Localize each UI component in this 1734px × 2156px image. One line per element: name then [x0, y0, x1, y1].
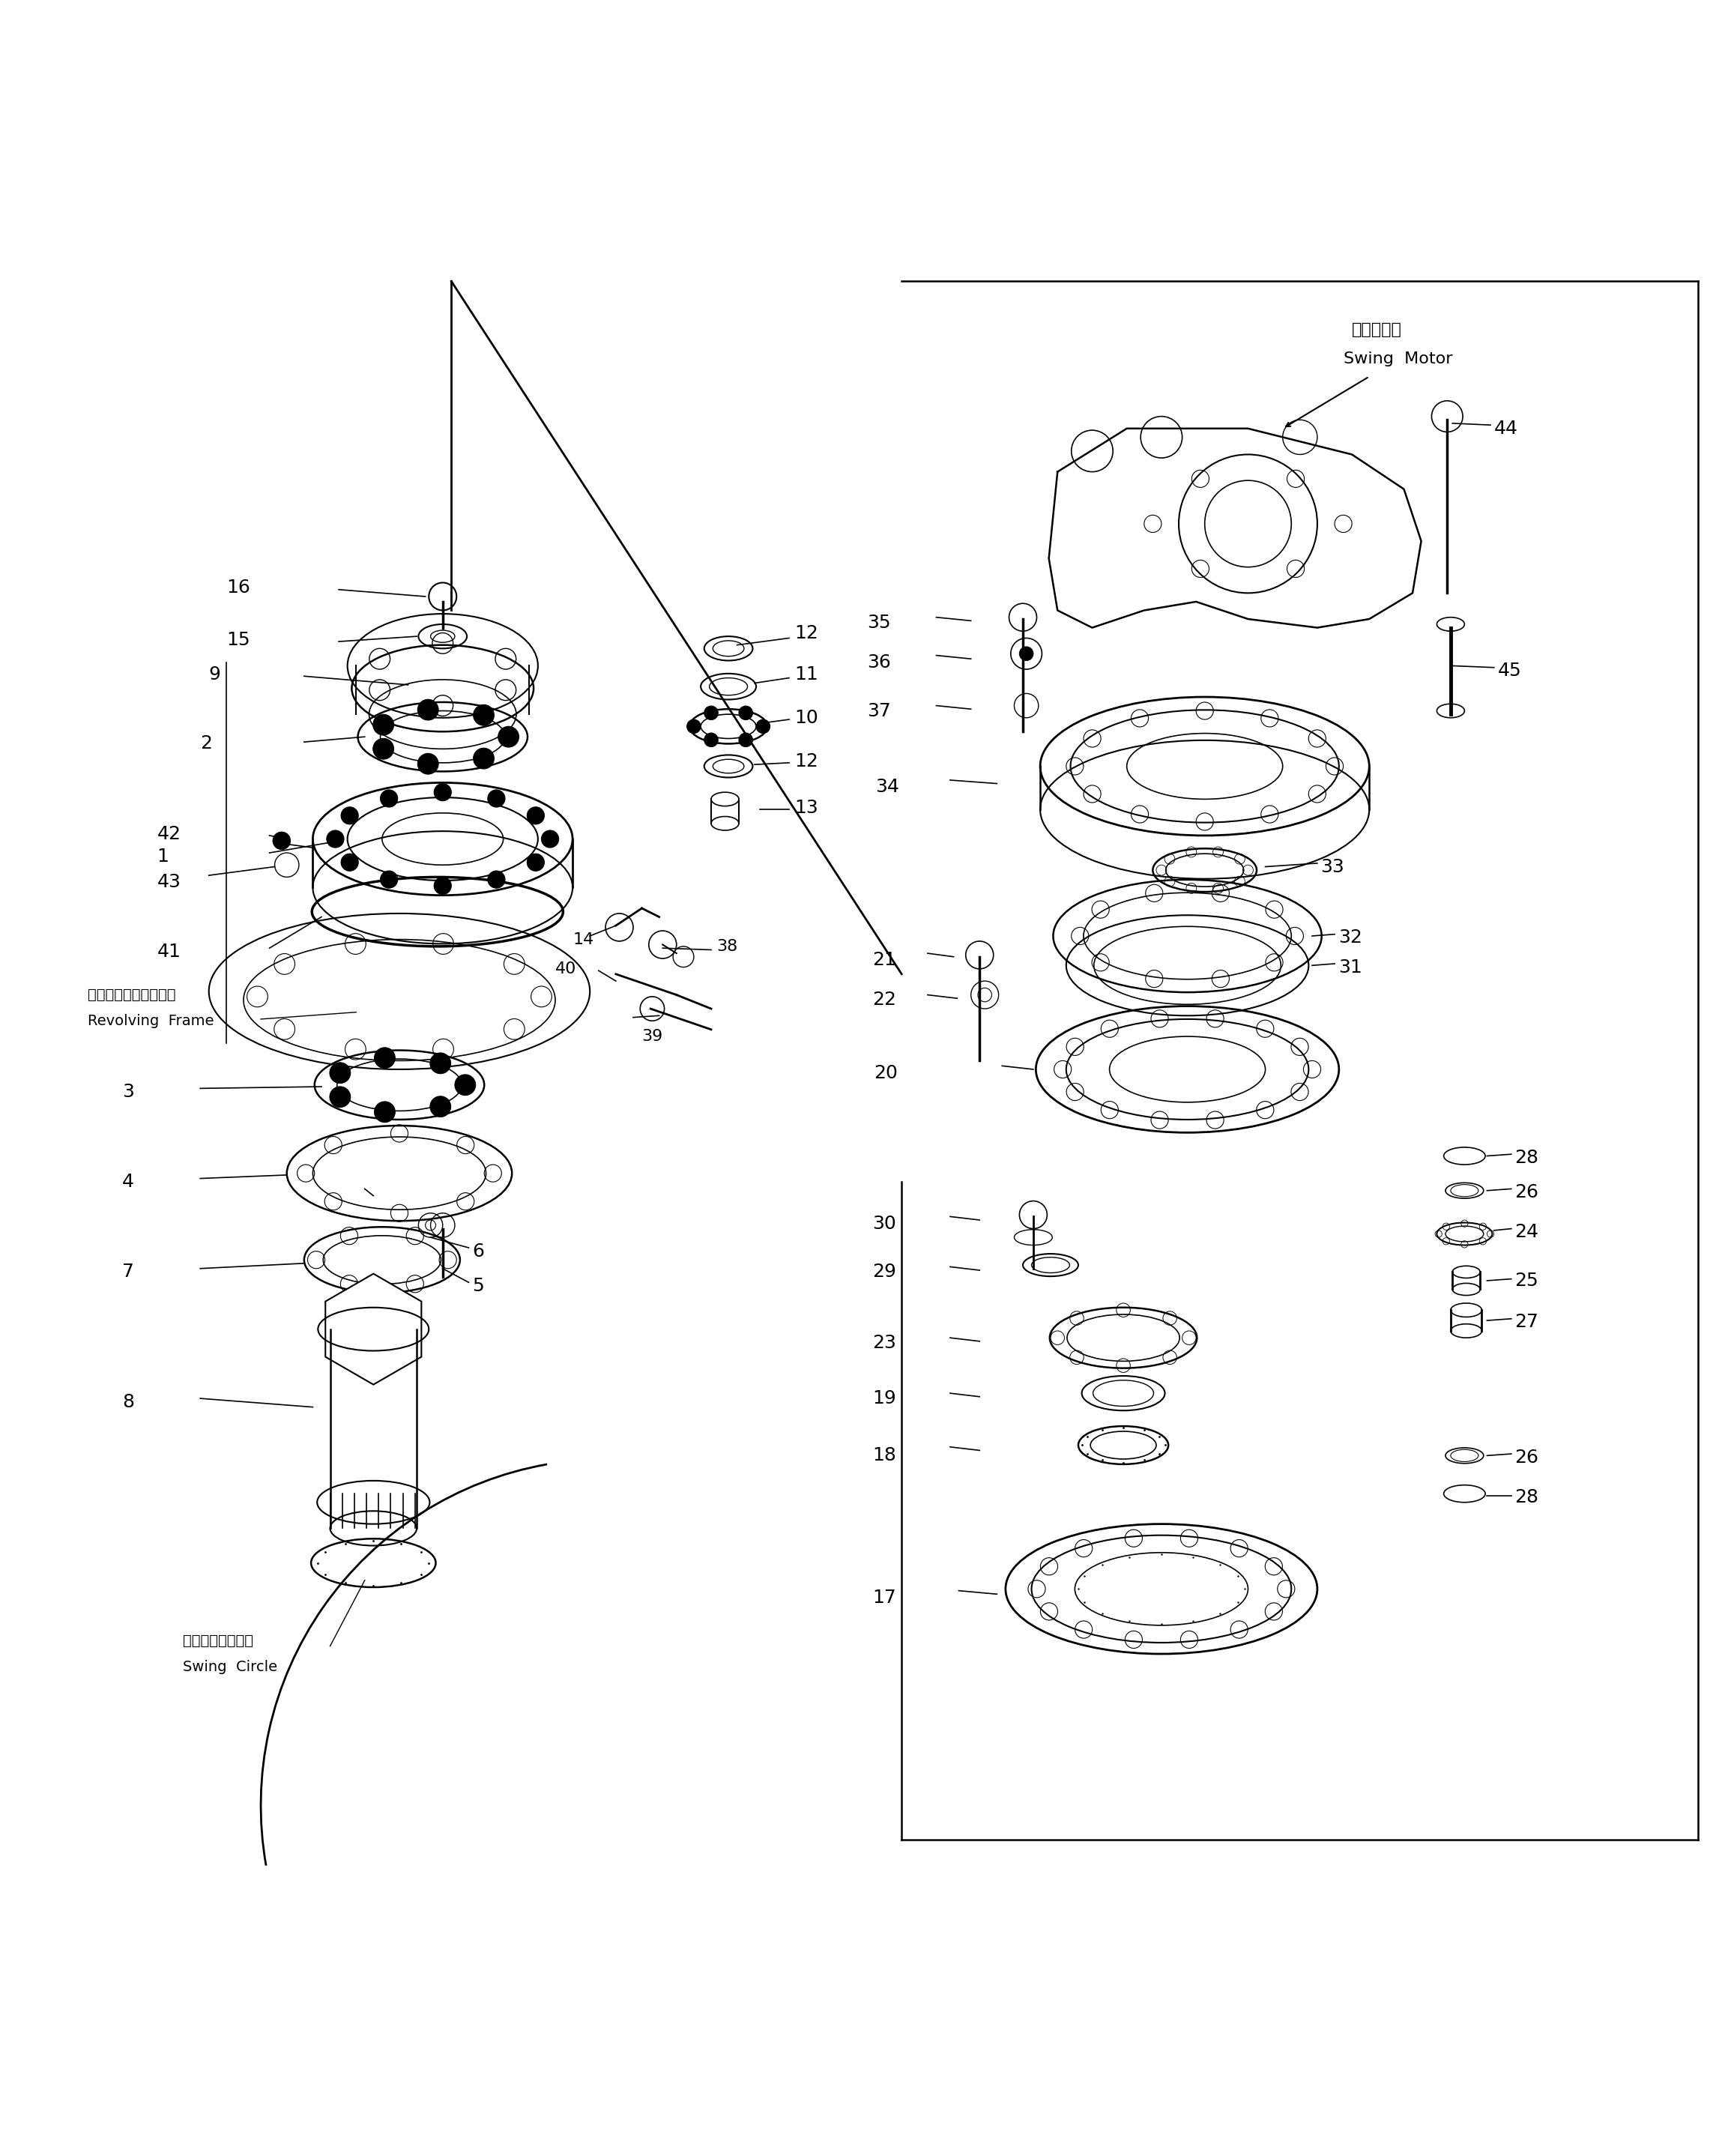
Text: 28: 28	[1516, 1488, 1538, 1507]
Circle shape	[704, 733, 718, 746]
Text: 43: 43	[156, 873, 180, 890]
Text: 20: 20	[874, 1063, 898, 1082]
Text: 9: 9	[208, 666, 220, 683]
Text: 23: 23	[872, 1335, 896, 1352]
Text: 39: 39	[642, 1028, 662, 1044]
Circle shape	[375, 1102, 395, 1123]
Text: 33: 33	[1321, 858, 1344, 875]
Text: 19: 19	[872, 1388, 896, 1408]
Circle shape	[756, 720, 770, 733]
Text: 26: 26	[1516, 1184, 1538, 1201]
Circle shape	[329, 1087, 350, 1108]
Text: 5: 5	[472, 1276, 484, 1296]
Circle shape	[454, 1074, 475, 1095]
Circle shape	[329, 1063, 350, 1082]
Text: 22: 22	[872, 992, 896, 1009]
Text: 16: 16	[225, 578, 250, 597]
Circle shape	[473, 748, 494, 770]
Text: 38: 38	[716, 938, 737, 953]
Text: 42: 42	[156, 826, 180, 843]
Circle shape	[739, 705, 753, 720]
Text: Swing  Motor: Swing Motor	[1344, 351, 1453, 367]
Text: 6: 6	[472, 1242, 484, 1261]
Text: レボルビングフレーム: レボルビングフレーム	[88, 987, 175, 1003]
Text: 41: 41	[156, 942, 180, 962]
Circle shape	[541, 830, 558, 847]
Text: 旋回モータ: 旋回モータ	[1353, 321, 1403, 336]
Text: 32: 32	[1339, 929, 1361, 946]
Circle shape	[342, 854, 359, 871]
Text: 2: 2	[199, 735, 212, 752]
Text: スイングサークル: スイングサークル	[182, 1634, 253, 1647]
Text: 34: 34	[876, 778, 900, 796]
Text: 18: 18	[872, 1447, 896, 1464]
Text: 27: 27	[1516, 1313, 1538, 1330]
Text: 8: 8	[123, 1393, 134, 1410]
Text: 30: 30	[872, 1214, 896, 1233]
Circle shape	[704, 705, 718, 720]
Text: 31: 31	[1339, 957, 1361, 977]
Circle shape	[739, 733, 753, 746]
Circle shape	[373, 714, 394, 735]
Circle shape	[430, 1095, 451, 1117]
Circle shape	[687, 720, 701, 733]
Text: 35: 35	[867, 614, 891, 632]
Circle shape	[434, 877, 451, 895]
Circle shape	[1020, 647, 1033, 660]
Text: 25: 25	[1516, 1272, 1538, 1289]
Circle shape	[373, 737, 394, 759]
Text: 4: 4	[123, 1173, 134, 1190]
Text: 12: 12	[794, 752, 818, 770]
Text: 14: 14	[572, 931, 593, 946]
Circle shape	[326, 830, 343, 847]
Text: 1: 1	[156, 847, 168, 865]
Text: 10: 10	[794, 709, 818, 727]
Text: 12: 12	[794, 623, 818, 642]
Circle shape	[375, 1048, 395, 1069]
Circle shape	[487, 871, 505, 888]
Text: 44: 44	[1495, 420, 1517, 438]
Circle shape	[272, 832, 290, 849]
Text: 24: 24	[1516, 1222, 1538, 1242]
Text: 36: 36	[867, 653, 891, 671]
Text: 15: 15	[225, 632, 250, 649]
Circle shape	[527, 806, 544, 824]
Circle shape	[473, 705, 494, 727]
Circle shape	[418, 699, 439, 720]
Circle shape	[380, 789, 397, 806]
Text: 28: 28	[1516, 1149, 1538, 1166]
Text: 45: 45	[1498, 662, 1521, 679]
Text: 26: 26	[1516, 1449, 1538, 1466]
Text: 37: 37	[867, 703, 891, 720]
Text: 11: 11	[794, 666, 818, 683]
Circle shape	[380, 871, 397, 888]
Circle shape	[487, 789, 505, 806]
Circle shape	[430, 1052, 451, 1074]
Circle shape	[418, 752, 439, 774]
Text: 3: 3	[123, 1082, 134, 1102]
Text: 13: 13	[794, 800, 818, 817]
Circle shape	[342, 806, 359, 824]
Polygon shape	[1049, 429, 1422, 627]
Circle shape	[434, 783, 451, 800]
Text: 7: 7	[123, 1263, 134, 1281]
Text: 17: 17	[872, 1589, 896, 1606]
Text: Swing  Circle: Swing Circle	[182, 1660, 277, 1673]
Text: 21: 21	[872, 951, 896, 970]
Circle shape	[527, 854, 544, 871]
Circle shape	[498, 727, 518, 748]
Text: 29: 29	[872, 1263, 896, 1281]
Text: Revolving  Frame: Revolving Frame	[88, 1013, 213, 1028]
Text: 40: 40	[555, 962, 576, 977]
